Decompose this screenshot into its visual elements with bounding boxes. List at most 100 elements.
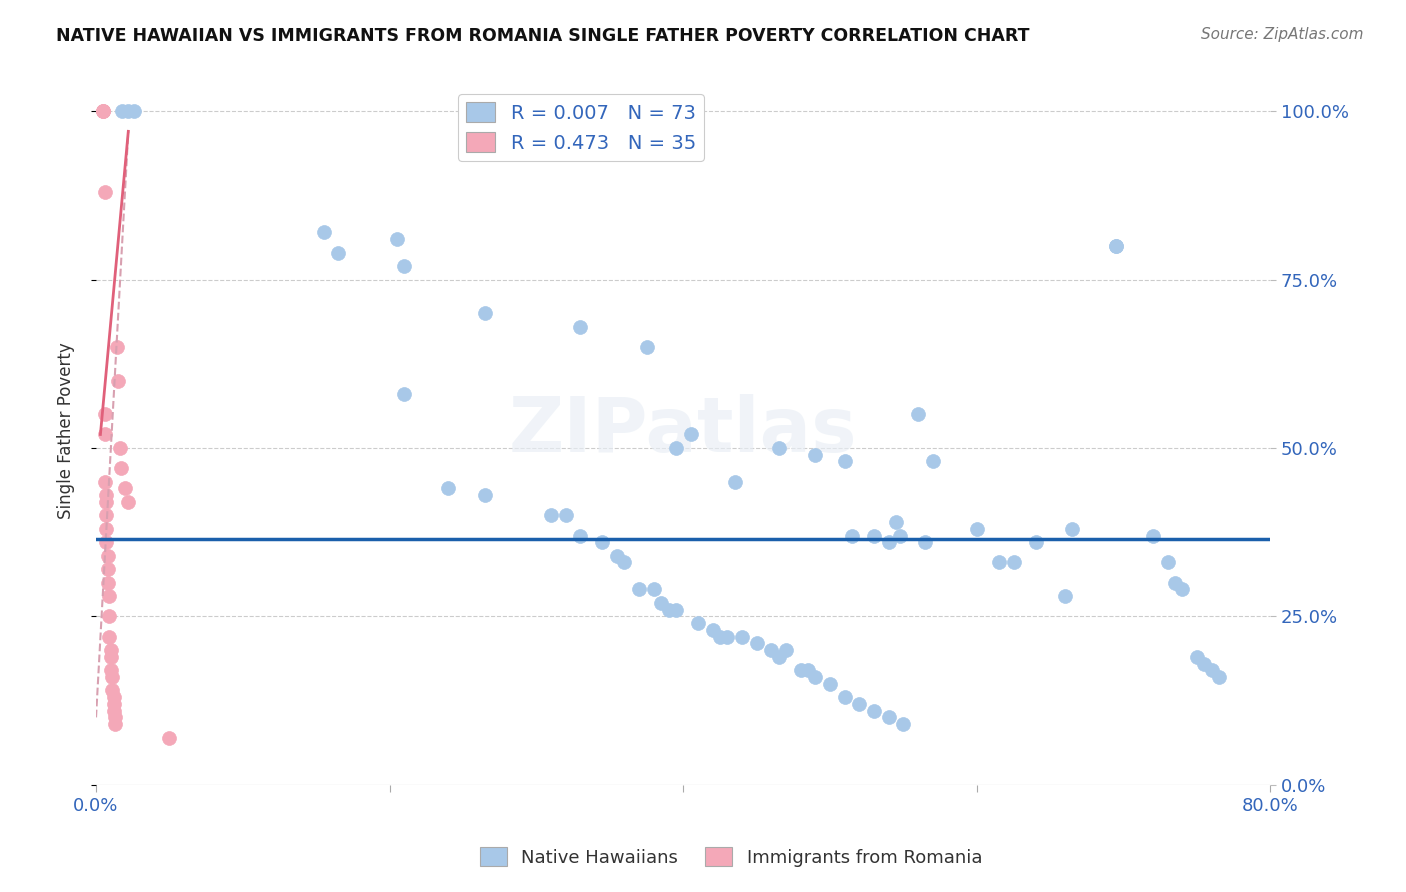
Text: NATIVE HAWAIIAN VS IMMIGRANTS FROM ROMANIA SINGLE FATHER POVERTY CORRELATION CHA: NATIVE HAWAIIAN VS IMMIGRANTS FROM ROMAN… bbox=[56, 27, 1029, 45]
Point bbox=[709, 630, 731, 644]
Point bbox=[731, 630, 754, 644]
Point bbox=[93, 104, 115, 119]
Point bbox=[98, 609, 121, 624]
Point bbox=[312, 226, 335, 240]
Point bbox=[884, 515, 907, 529]
Point bbox=[768, 441, 790, 455]
Point bbox=[636, 340, 658, 354]
Point bbox=[1105, 239, 1128, 253]
Point bbox=[702, 623, 724, 637]
Point bbox=[665, 441, 688, 455]
Point bbox=[97, 562, 120, 576]
Point bbox=[93, 104, 115, 119]
Point bbox=[863, 528, 886, 542]
Point bbox=[98, 589, 121, 603]
Point bbox=[157, 731, 180, 745]
Point bbox=[907, 407, 929, 421]
Point bbox=[665, 602, 688, 616]
Point bbox=[1062, 522, 1084, 536]
Point bbox=[966, 522, 988, 536]
Text: ZIPatlas: ZIPatlas bbox=[509, 394, 858, 468]
Point bbox=[569, 528, 592, 542]
Point bbox=[97, 575, 120, 590]
Point bbox=[1164, 575, 1187, 590]
Text: Source: ZipAtlas.com: Source: ZipAtlas.com bbox=[1201, 27, 1364, 42]
Point bbox=[96, 495, 118, 509]
Point bbox=[679, 427, 702, 442]
Point bbox=[117, 104, 139, 119]
Point bbox=[103, 697, 125, 711]
Point bbox=[628, 582, 651, 597]
Point bbox=[540, 508, 562, 523]
Point bbox=[100, 643, 122, 657]
Point bbox=[569, 319, 592, 334]
Point bbox=[889, 528, 911, 542]
Point bbox=[987, 556, 1010, 570]
Point bbox=[114, 481, 136, 495]
Y-axis label: Single Father Poverty: Single Father Poverty bbox=[58, 343, 75, 519]
Point bbox=[93, 104, 115, 119]
Point bbox=[108, 441, 131, 455]
Point bbox=[394, 387, 416, 401]
Point bbox=[745, 636, 768, 650]
Point bbox=[101, 683, 124, 698]
Point bbox=[474, 488, 496, 502]
Legend: R = 0.007   N = 73, R = 0.473   N = 35: R = 0.007 N = 73, R = 0.473 N = 35 bbox=[458, 95, 703, 161]
Point bbox=[789, 663, 811, 677]
Point bbox=[591, 535, 613, 549]
Point bbox=[96, 508, 118, 523]
Point bbox=[606, 549, 628, 563]
Point bbox=[385, 232, 408, 246]
Point bbox=[775, 643, 797, 657]
Point bbox=[613, 556, 636, 570]
Point bbox=[104, 717, 127, 731]
Point bbox=[96, 522, 118, 536]
Point bbox=[104, 710, 127, 724]
Point bbox=[474, 306, 496, 320]
Point bbox=[94, 185, 117, 199]
Point bbox=[569, 104, 592, 119]
Point bbox=[100, 663, 122, 677]
Point bbox=[1201, 663, 1223, 677]
Point bbox=[103, 704, 125, 718]
Point bbox=[394, 259, 416, 273]
Point bbox=[94, 407, 117, 421]
Point bbox=[122, 104, 145, 119]
Point bbox=[96, 488, 118, 502]
Point bbox=[100, 649, 122, 664]
Point bbox=[107, 374, 129, 388]
Point bbox=[583, 104, 606, 119]
Point bbox=[1025, 535, 1047, 549]
Point bbox=[643, 582, 665, 597]
Point bbox=[1053, 589, 1076, 603]
Point bbox=[804, 448, 827, 462]
Point bbox=[804, 670, 827, 684]
Point bbox=[893, 717, 915, 731]
Point bbox=[848, 697, 870, 711]
Point bbox=[834, 690, 856, 705]
Legend: Native Hawaiians, Immigrants from Romania: Native Hawaiians, Immigrants from Romani… bbox=[472, 840, 990, 874]
Point bbox=[111, 104, 134, 119]
Point bbox=[761, 643, 783, 657]
Point bbox=[98, 630, 121, 644]
Point bbox=[94, 475, 117, 489]
Point bbox=[94, 427, 117, 442]
Point bbox=[1185, 649, 1208, 664]
Point bbox=[101, 670, 124, 684]
Point bbox=[797, 663, 820, 677]
Point bbox=[1142, 528, 1164, 542]
Point bbox=[877, 535, 900, 549]
Point bbox=[117, 495, 139, 509]
Point bbox=[768, 649, 790, 664]
Point bbox=[1194, 657, 1216, 671]
Point bbox=[657, 602, 679, 616]
Point bbox=[914, 535, 936, 549]
Point bbox=[1002, 556, 1025, 570]
Point bbox=[650, 596, 672, 610]
Point bbox=[105, 340, 128, 354]
Point bbox=[97, 549, 120, 563]
Point bbox=[921, 454, 943, 468]
Point bbox=[1208, 670, 1230, 684]
Point bbox=[818, 676, 841, 690]
Point bbox=[716, 630, 738, 644]
